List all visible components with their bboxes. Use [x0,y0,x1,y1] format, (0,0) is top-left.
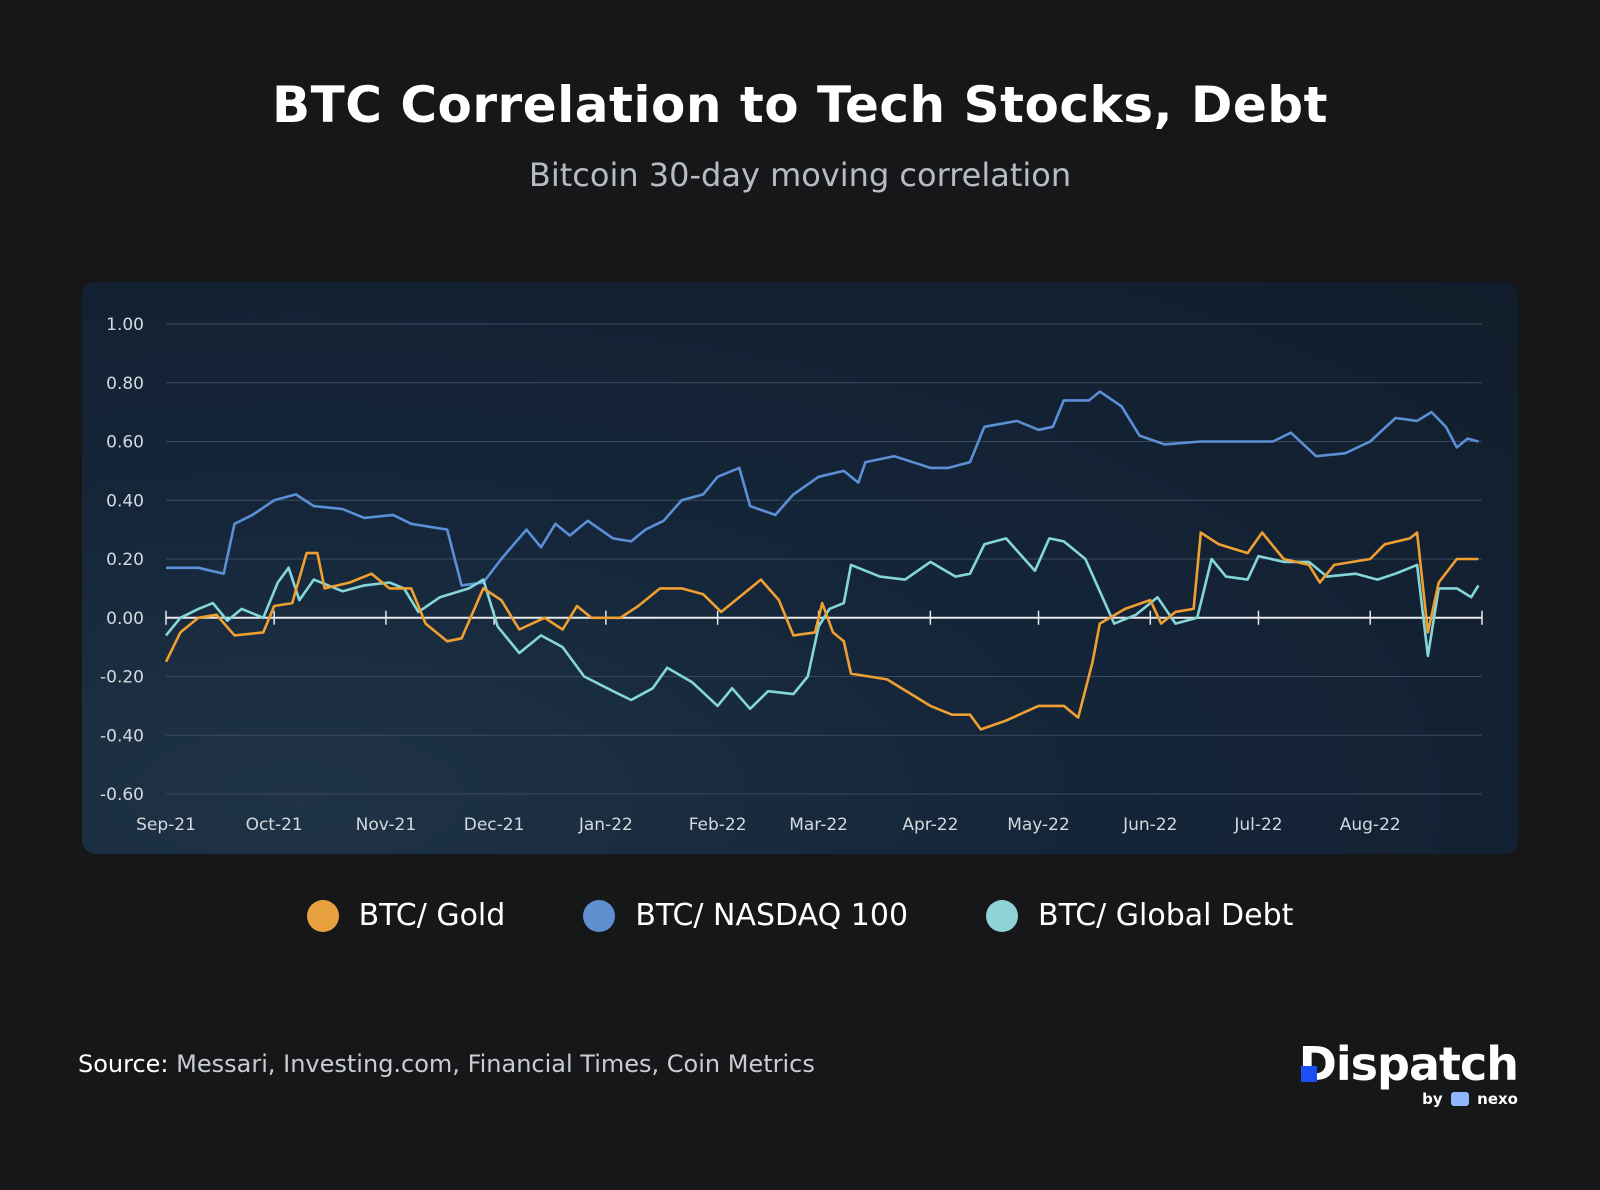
legend-item-nasdaq: BTC/ NASDAQ 100 [583,898,908,933]
x-tick-label: Nov-21 [356,815,417,835]
logo-mark-icon [1300,1066,1317,1082]
y-tick-label: 0.00 [106,609,144,629]
legend-label: BTC/ NASDAQ 100 [635,898,909,933]
source-note: Source: Messari, Investing.com, Financia… [78,1050,815,1078]
x-tick-label: Oct-21 [246,815,303,835]
x-tick-label: Apr-22 [902,815,958,835]
logo-name: Dispatch [1298,1037,1519,1091]
source-text: Messari, Investing.com, Financial Times,… [176,1050,815,1078]
nexo-icon [1450,1092,1469,1106]
chart-title: BTC Correlation to Tech Stocks, Debt [272,76,1328,134]
y-tick-label: 0.80 [106,374,144,394]
x-tick-label: Dec-21 [464,815,525,835]
series-line-btc-nasdaq-100 [166,390,1479,587]
series-line-btc-global-debt [164,537,1480,711]
x-tick-label: Jul-22 [1233,815,1282,835]
legend-label: BTC/ Gold [358,898,506,933]
logo-partner: nexo [1477,1090,1518,1108]
logo-by: by [1422,1090,1443,1108]
y-tick-label: 1.00 [106,315,144,335]
x-tick-label: Jun-22 [1122,815,1177,835]
legend-dot-icon [986,899,1019,932]
dispatch-logo: Dispatch by nexo [1298,1037,1519,1108]
y-tick-label: 0.60 [106,433,144,453]
legend: BTC/ Gold BTC/ NASDAQ 100 BTC/ Global De… [0,898,1600,933]
x-tick-label: Sep-21 [136,815,196,835]
legend-dot-icon [306,899,339,932]
x-tick-label: May-22 [1007,815,1070,835]
x-tick-label: Feb-22 [689,815,747,835]
y-tick-label: 0.40 [106,491,144,511]
chart-subtitle: Bitcoin 30-day moving correlation [528,156,1072,194]
source-label: Source: [78,1050,169,1078]
logo-wordmark: Dispatch [1298,1037,1519,1091]
series-line-btc-gold [164,531,1479,731]
legend-item-global-debt: BTC/ Global Debt [986,898,1293,933]
y-tick-label: -0.40 [100,726,144,746]
legend-dot-icon [583,899,616,932]
y-tick-label: 0.20 [106,550,144,570]
x-tick-label: Mar-22 [789,815,848,835]
y-tick-label: -0.20 [100,668,144,688]
y-tick-label: -0.60 [100,785,144,805]
legend-item-gold: BTC/ Gold [306,898,506,933]
x-tick-label: Aug-22 [1340,815,1401,835]
logo-byline: by nexo [1299,1090,1518,1108]
legend-label: BTC/ Global Debt [1038,898,1294,933]
x-tick-label: Jan-22 [578,815,633,835]
